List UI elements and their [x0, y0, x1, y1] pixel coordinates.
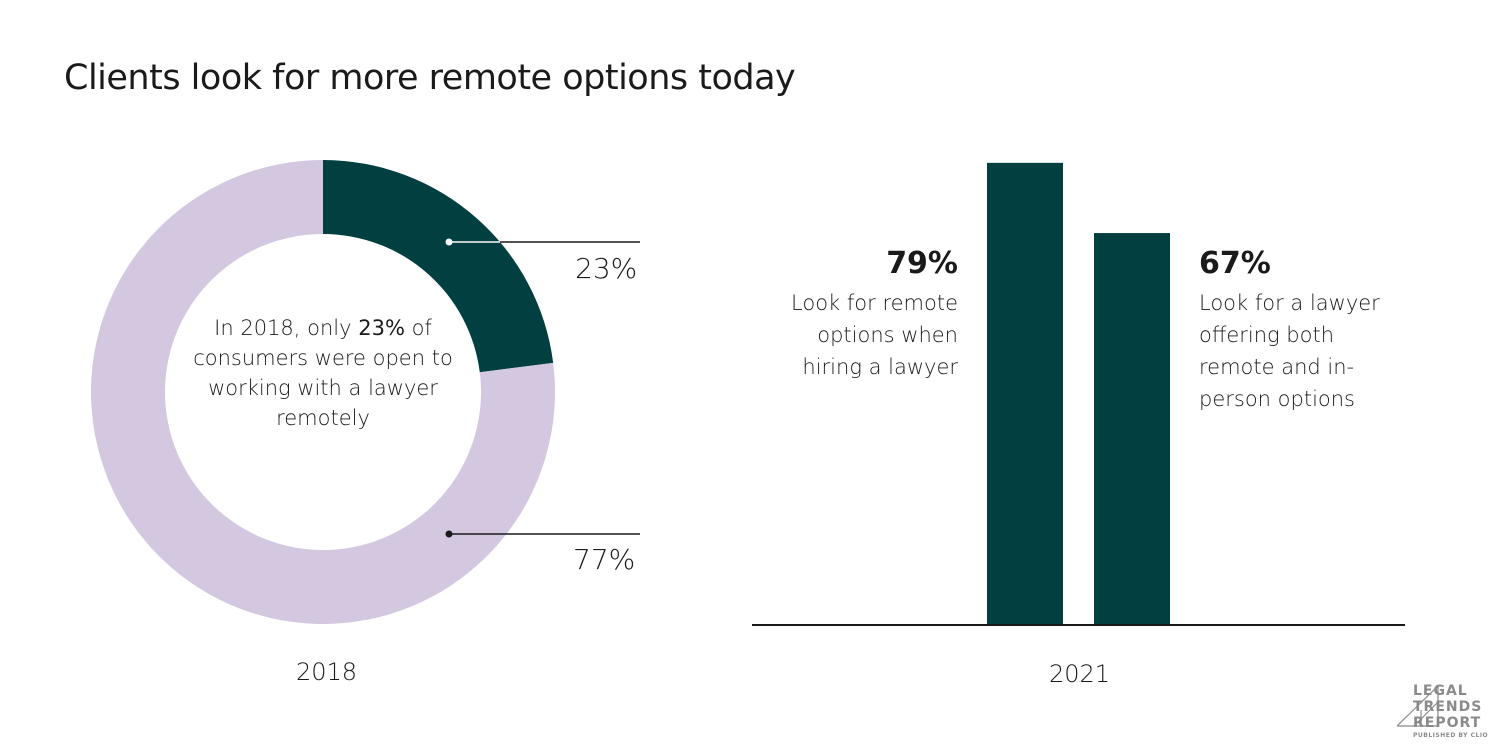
center-text-pre: In 2018, only	[214, 316, 359, 340]
slice-label-77: 77%	[573, 543, 636, 576]
donut-center-text: In 2018, only 23% of consumers were open…	[193, 313, 453, 433]
center-text-post: of consumers were open to working with a…	[193, 316, 453, 430]
logo-line2: TRENDS	[1413, 699, 1483, 715]
slice-label-23: 23%	[575, 252, 638, 285]
donut-slice-23	[323, 160, 554, 373]
bar-value-label-79: 79%	[886, 246, 958, 281]
logo-line3: REPORT	[1413, 715, 1482, 731]
logo-sub: PUBLISHED BY CLIO	[1413, 732, 1489, 739]
leader-dot-77	[445, 530, 453, 538]
legal-trends-logo-icon	[1396, 684, 1439, 727]
bar-category-label-2: Look for a lawyer offering both remote a…	[1199, 291, 1380, 411]
donut-year-label: 2018	[296, 658, 358, 686]
bar-category-label-1: Look for remote options when hiring a la…	[791, 291, 958, 379]
center-text-bold: 23%	[358, 316, 405, 340]
bar-67	[1094, 233, 1170, 626]
donut-slice-77	[90, 160, 555, 625]
bar-value-label-67: 67%	[1199, 246, 1271, 281]
logo-text: LEGAL TRENDS REPORT PUBLISHED BY CLIO	[1413, 683, 1488, 741]
chart-title: Clients look for more remote options tod…	[64, 58, 796, 98]
bar-year-label: 2021	[1049, 660, 1111, 688]
bar-79	[987, 162, 1063, 625]
leader-dot-23	[445, 238, 453, 246]
logo-line1: LEGAL	[1413, 683, 1468, 699]
